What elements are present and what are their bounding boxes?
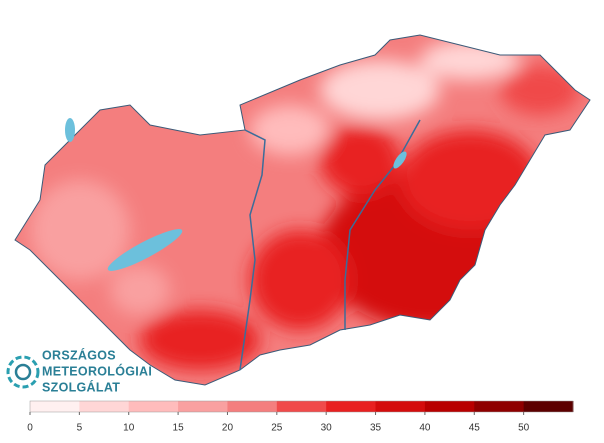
logo: ORSZÁGOS METEOROLÓGIAI SZOLGÁLAT: [6, 347, 152, 394]
legend-tick-label: 20: [222, 423, 234, 434]
legend-tick-label: 30: [321, 423, 333, 434]
legend-tick-label: 0: [27, 423, 33, 434]
legend-swatch: [178, 401, 228, 412]
legend-swatch: [79, 401, 130, 412]
legend-tick-label: 45: [469, 423, 481, 434]
legend-swatch: [227, 401, 278, 412]
legend: 0 5 10 15 20 25 30 35 40 45 50: [27, 400, 574, 434]
legend-tick-label: 15: [173, 423, 185, 434]
legend-tick-label: 5: [77, 423, 83, 434]
logo-text: ORSZÁGOS: [42, 347, 116, 362]
legend-tick-label: 10: [123, 423, 135, 434]
legend-swatch: [326, 401, 377, 412]
legend-swatch: [424, 401, 475, 412]
hungary-map: [15, 35, 590, 385]
legend-tick-label: 25: [271, 423, 283, 434]
legend-swatch: [30, 401, 80, 412]
logo-text: SZOLGÁLAT: [42, 379, 120, 394]
legend-swatch: [276, 401, 327, 412]
logo-icon: [6, 355, 40, 389]
border: [14, 34, 591, 386]
legend-tick-label: 50: [518, 423, 530, 434]
legend-swatch: [128, 401, 179, 412]
logo-icon-inner: [14, 363, 32, 381]
lake-balaton: [107, 229, 183, 271]
lake-tisza: [393, 151, 407, 169]
lake-ferto: [65, 118, 75, 142]
legend-tick-label: 40: [419, 423, 431, 434]
legend-swatch: [474, 401, 525, 412]
legend-frame: [29, 400, 574, 413]
legend-swatch: [375, 401, 426, 412]
legend-swatch: [523, 401, 574, 412]
legend-tick-label: 35: [370, 423, 382, 434]
logo-text: METEOROLÓGIAI: [42, 363, 152, 378]
danube: [239, 129, 266, 371]
